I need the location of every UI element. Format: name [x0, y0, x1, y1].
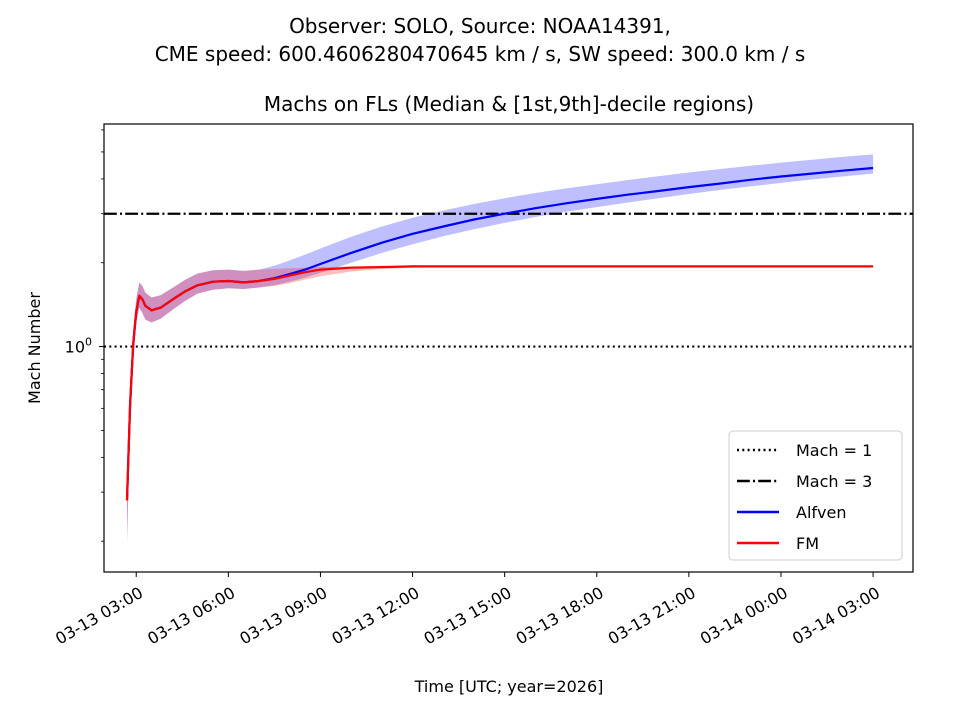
legend-label: FM	[796, 534, 819, 553]
legend-box	[728, 430, 903, 561]
chart-title: Machs on FLs (Median & [1st,9th]-decile …	[264, 92, 754, 116]
line-fm	[125, 265, 874, 501]
legend-label: Mach = 1	[796, 441, 872, 460]
y-major-ticks: 100	[65, 336, 104, 357]
y-minor-ticks	[101, 129, 104, 542]
legend-label: Mach = 3	[796, 472, 872, 491]
legend: Mach = 1 Mach = 3 Alfven FM	[728, 430, 903, 561]
suptitle-line-1: Observer: SOLO, Source: NOAA14391,	[289, 14, 671, 38]
suptitle-line-2: CME speed: 600.4606280470645 km / s, SW …	[155, 42, 806, 66]
legend-label: Alfven	[796, 503, 846, 522]
y-axis-label: Mach Number	[25, 292, 44, 404]
series-lines	[125, 166, 874, 501]
y-tick-label: 100	[65, 336, 92, 357]
x-axis-label: Time [UTC; year=2026]	[414, 677, 604, 696]
plot-frame	[103, 123, 914, 573]
